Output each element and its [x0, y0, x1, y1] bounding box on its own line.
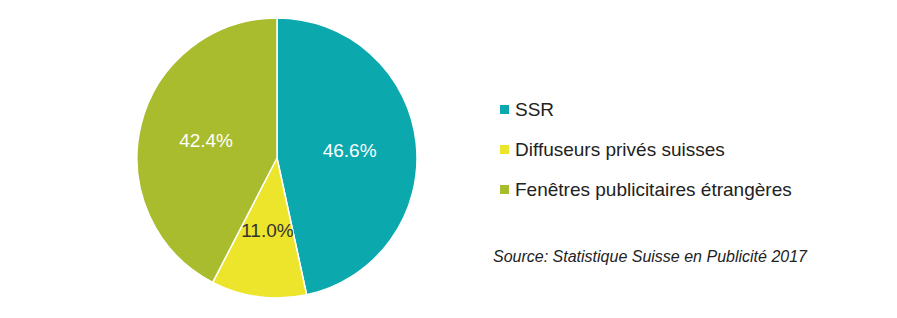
svg-text:Diffuseurs privés suisses: Diffuseurs privés suisses — [515, 139, 725, 160]
svg-text:SSR: SSR — [515, 99, 554, 120]
svg-text:42.4%: 42.4% — [179, 130, 233, 151]
svg-text:Fenêtres publicitaires étrangè: Fenêtres publicitaires étrangères — [515, 179, 792, 200]
svg-text:46.6%: 46.6% — [323, 140, 377, 161]
svg-text:Source: Statistique Suisse en: Source: Statistique Suisse en Publicité … — [493, 248, 808, 265]
svg-text:11.0%: 11.0% — [241, 220, 294, 241]
